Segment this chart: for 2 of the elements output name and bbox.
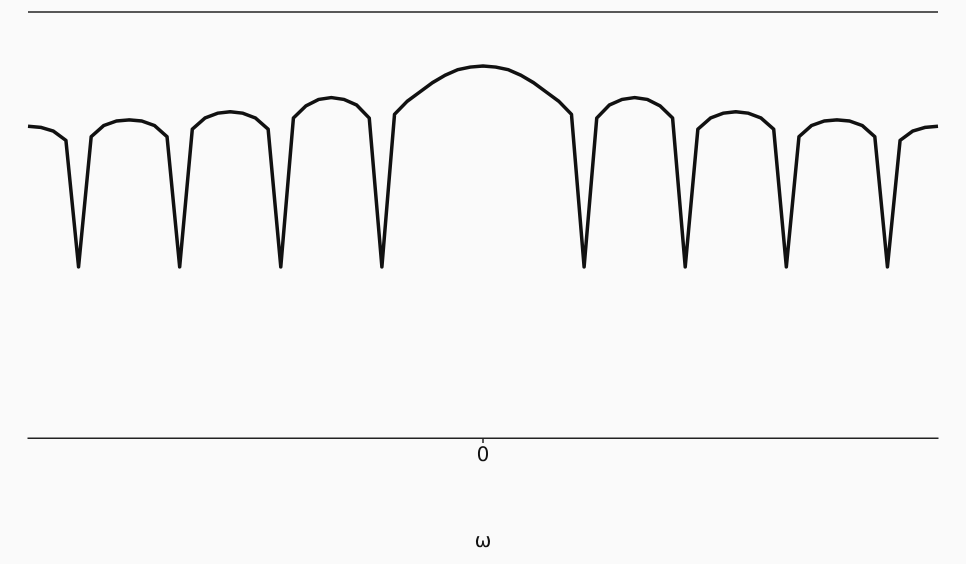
x-axis-title: ω bbox=[474, 528, 492, 552]
text: 0 bbox=[476, 442, 490, 466]
